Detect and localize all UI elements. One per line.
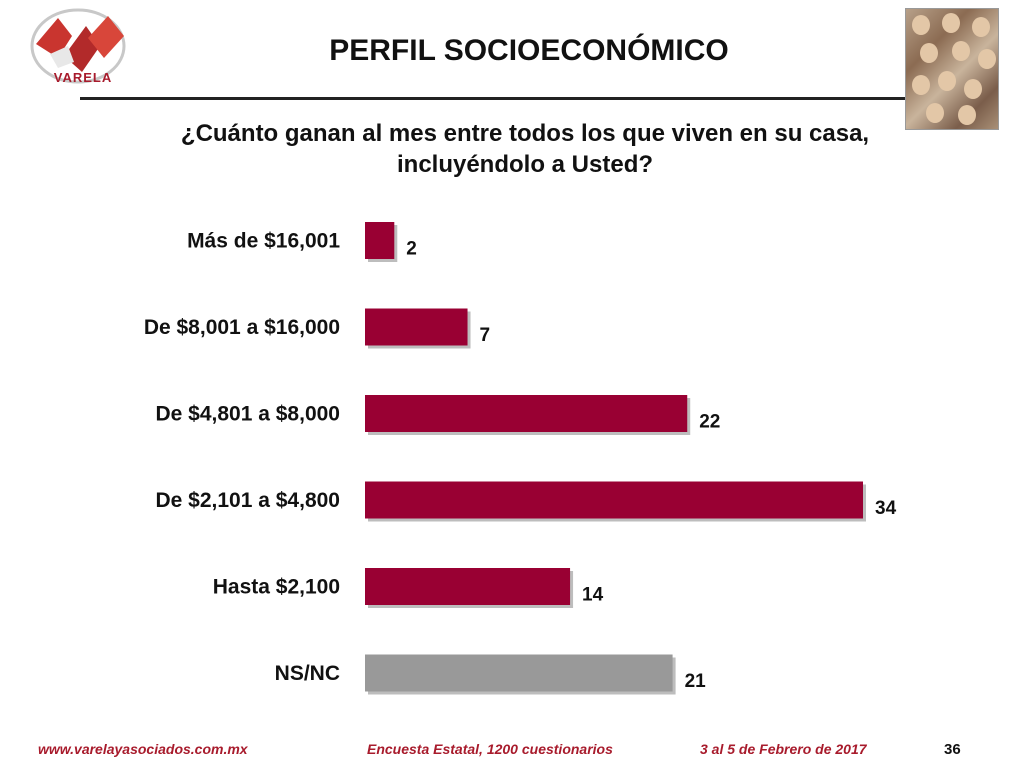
varela-logo-icon	[30, 8, 126, 84]
value-label: 21	[685, 671, 707, 692]
page-title: PERFIL SOCIOECONÓMICO	[329, 34, 729, 67]
value-label: 34	[875, 498, 897, 519]
footer-date: 3 al 5 de Febrero de 2017	[700, 741, 867, 757]
value-label: 22	[699, 412, 720, 433]
footer-survey: Encuesta Estatal, 1200 cuestionarios	[367, 741, 613, 757]
category-label: NS/NC	[275, 662, 340, 685]
category-label: Más de $16,001	[187, 230, 340, 253]
category-label: De $8,001 a $16,000	[144, 316, 340, 339]
value-label: 2	[406, 239, 417, 260]
title-divider	[80, 97, 910, 100]
category-label: De $2,101 a $4,800	[156, 489, 341, 512]
survey-question: ¿Cuánto ganan al mes entre todos los que…	[180, 120, 870, 178]
value-label: 7	[480, 325, 491, 346]
category-label: De $4,801 a $8,000	[156, 403, 341, 426]
bar	[365, 654, 673, 692]
value-label: 14	[582, 585, 604, 606]
page-number: 36	[944, 741, 961, 758]
category-label: Hasta $2,100	[213, 576, 340, 599]
bar	[365, 395, 688, 432]
bar	[365, 568, 571, 605]
logo-text: VARELA	[53, 70, 113, 85]
bar	[365, 308, 468, 346]
people-photo-icon	[905, 8, 999, 130]
footer-website[interactable]: www.varelayasociados.com.mx	[38, 741, 248, 757]
income-bar-chart: Más de $16,001 2 De $8,001 a $16,000 7 De $4…	[144, 222, 897, 695]
bar	[365, 222, 395, 259]
bar	[365, 481, 863, 519]
